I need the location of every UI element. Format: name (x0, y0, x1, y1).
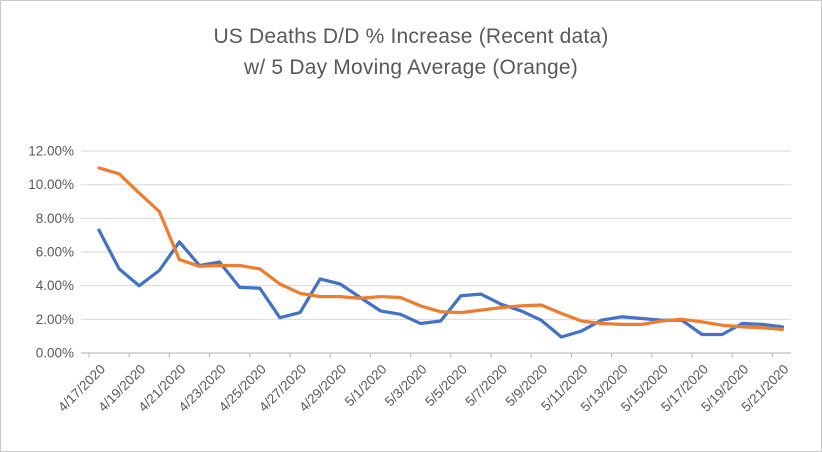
chart-title-line1: US Deaths D/D % Increase (Recent data) (213, 25, 609, 48)
y-axis-tick-label: 0.00% (36, 346, 74, 361)
x-axis-tick-label: 5/1/2020 (342, 362, 390, 410)
chart-title: US Deaths D/D % Increase (Recent data) w… (1, 21, 821, 83)
y-axis-tick-label: 4.00% (36, 278, 74, 293)
x-axis-tick-label: 5/5/2020 (422, 362, 470, 410)
y-axis-tick-label: 12.00% (28, 144, 74, 159)
x-axis-tick-label: 5/3/2020 (382, 362, 430, 410)
chart-title-line2: w/ 5 Day Moving Average (Orange) (243, 56, 578, 79)
y-axis-tick-label: 2.00% (36, 312, 74, 327)
y-axis-tick-label: 8.00% (36, 211, 74, 226)
x-axis-tick-label: 5/7/2020 (462, 362, 510, 410)
series-line-moving-average (97, 166, 785, 332)
y-axis-tick-label: 6.00% (36, 245, 74, 260)
y-axis-tick-label: 10.00% (28, 177, 74, 192)
